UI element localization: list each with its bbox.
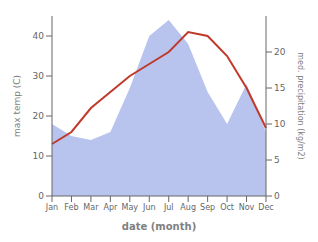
svg-text:30: 30 [33, 71, 45, 81]
svg-text:Jan: Jan [45, 203, 58, 212]
svg-text:5: 5 [274, 155, 280, 165]
svg-text:40: 40 [33, 31, 45, 41]
svg-text:Apr: Apr [103, 203, 118, 212]
svg-text:med. precipitation (kg/m2): med. precipitation (kg/m2) [296, 52, 305, 159]
svg-text:0: 0 [38, 191, 44, 201]
svg-text:10: 10 [33, 151, 45, 161]
svg-text:Oct: Oct [220, 203, 234, 212]
svg-text:20: 20 [33, 111, 45, 121]
svg-text:0: 0 [274, 191, 280, 201]
svg-text:20: 20 [274, 47, 286, 57]
svg-text:10: 10 [274, 119, 286, 129]
svg-text:Jul: Jul [163, 203, 174, 212]
svg-text:Sep: Sep [200, 203, 215, 212]
svg-text:Mar: Mar [83, 203, 99, 212]
svg-text:date (month): date (month) [122, 221, 196, 232]
svg-text:max temp (C): max temp (C) [12, 75, 22, 137]
svg-text:Jun: Jun [142, 203, 156, 212]
svg-text:15: 15 [274, 83, 285, 93]
svg-text:May: May [122, 203, 139, 212]
svg-text:Feb: Feb [64, 203, 78, 212]
svg-text:Dec: Dec [258, 203, 273, 212]
svg-text:Aug: Aug [180, 203, 196, 212]
svg-text:Nov: Nov [239, 203, 255, 212]
